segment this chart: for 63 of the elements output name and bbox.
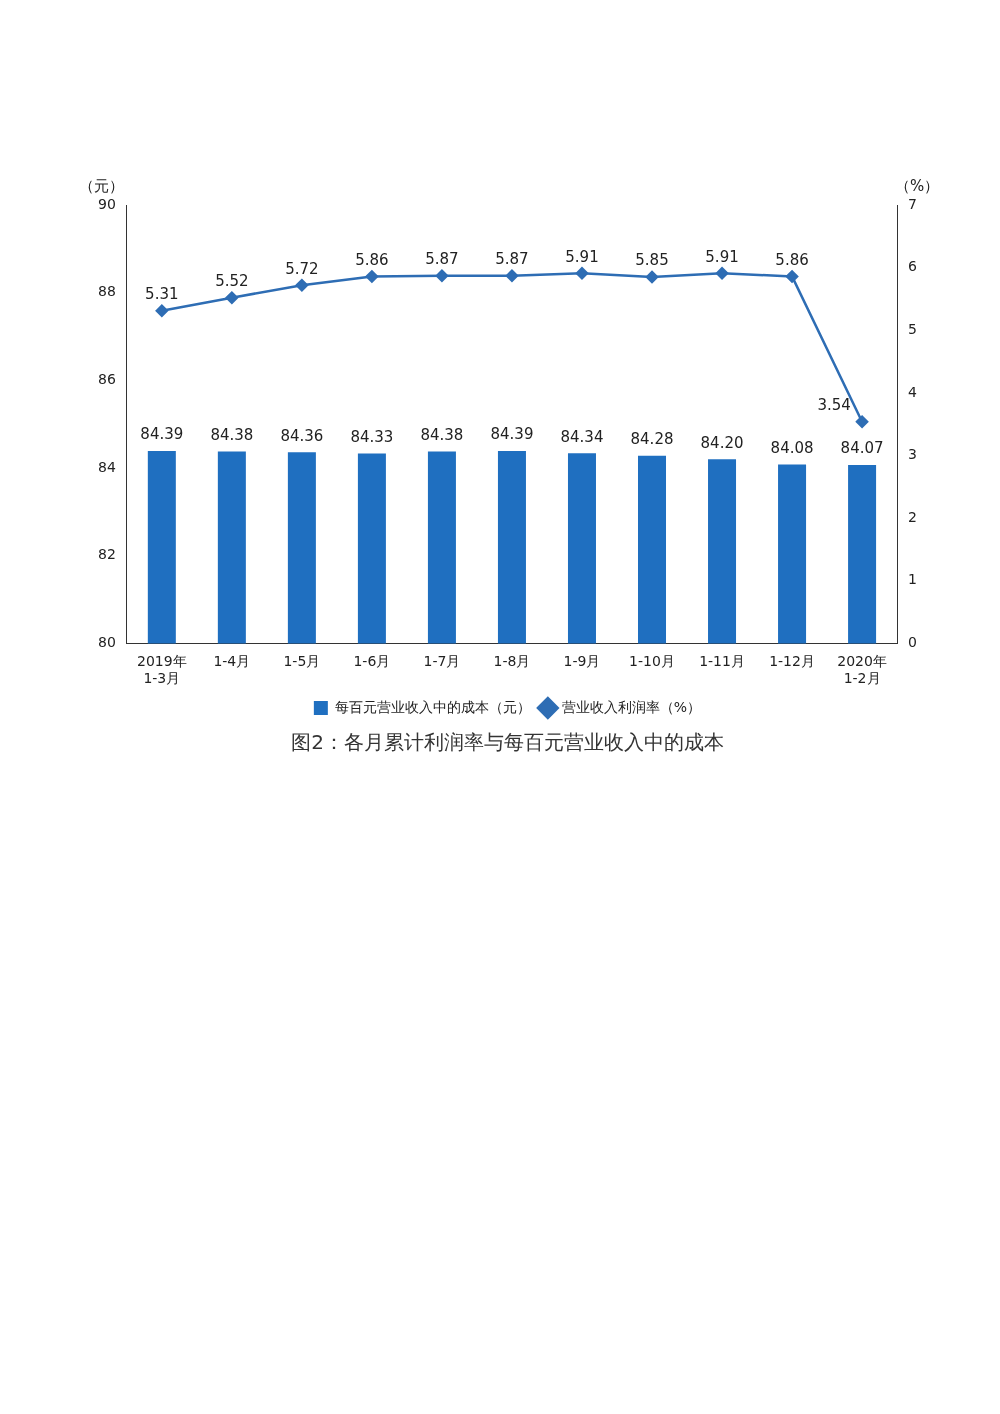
y-axis-title: （元） — [79, 177, 125, 196]
point — [715, 267, 729, 280]
point — [365, 270, 379, 283]
point — [225, 291, 239, 304]
x-tick-label: 1-9月 — [563, 653, 601, 670]
data-label: 5.72 — [285, 259, 319, 278]
y-tick-label: 84 — [97, 458, 116, 475]
x-tick-label: 1-11月 — [699, 653, 745, 670]
x-tick-label: 2020年 1-2月 — [837, 653, 887, 687]
x-tick-label: 1-12月 — [769, 653, 815, 670]
data-label: 84.39 — [140, 425, 184, 444]
data-label: 5.86 — [355, 250, 389, 269]
data-label: 84.07 — [840, 439, 884, 458]
point — [505, 269, 519, 283]
data-label: 84.33 — [350, 427, 394, 446]
y2-tick-label: 2 — [908, 508, 918, 525]
data-label: 5.91 — [565, 247, 599, 266]
y2-axis-title: （%） — [894, 177, 940, 196]
x-tick-label: 1-4月 — [213, 653, 251, 670]
x-tick-label: 1-6月 — [353, 653, 391, 670]
data-label: 84.39 — [490, 425, 534, 444]
x-tick-label: 1-10月 — [629, 653, 675, 670]
y-tick-label: 88 — [97, 283, 116, 300]
x-tick-label: 2019年 1-3月 — [137, 653, 187, 687]
point — [435, 269, 449, 283]
data-label: 3.54 — [817, 396, 851, 415]
y-tick-label: 86 — [97, 371, 116, 387]
y2-tick-label: 7 — [908, 195, 918, 212]
point — [155, 304, 169, 318]
y-tick-label: 82 — [97, 546, 116, 563]
y2-tick-label: 0 — [908, 634, 918, 651]
data-label: 84.20 — [700, 433, 744, 452]
y2-tick-label: 4 — [908, 383, 918, 400]
data-label: 5.31 — [145, 285, 179, 304]
text: 图2：各月累计利润率与每百元营业收入中的成本 — [290, 729, 725, 756]
y-tick-label: 80 — [97, 634, 116, 651]
data-label: 5.87 — [425, 250, 459, 269]
data-label: 5.52 — [215, 272, 249, 291]
point — [575, 267, 589, 280]
point — [645, 270, 659, 284]
x-tick-label: 1-5月 — [283, 653, 321, 670]
point — [295, 278, 309, 292]
data-label: 84.36 — [280, 426, 324, 445]
data-label: 84.38 — [420, 425, 464, 444]
y2-tick-label: 5 — [908, 320, 918, 337]
data-label: 84.28 — [630, 430, 674, 449]
legend-label: 营业收入利润率（%） — [561, 698, 702, 715]
data-label: 5.86 — [775, 250, 809, 269]
x-tick-label: 1-7月 — [423, 653, 461, 670]
x-tick-label: 1-8月 — [493, 653, 531, 670]
point — [855, 415, 869, 428]
point — [785, 270, 799, 283]
data-label: 84.38 — [210, 425, 254, 444]
data-label: 84.34 — [560, 427, 604, 446]
data-label: 5.87 — [495, 250, 529, 269]
data-label: 84.08 — [770, 438, 814, 457]
y-tick-label: 90 — [97, 195, 116, 212]
data-label: 5.85 — [635, 251, 669, 270]
y2-tick-label: 1 — [908, 571, 918, 588]
legend-label: 每百元营业收入中的成本（元） — [334, 698, 531, 715]
y2-tick-label: 6 — [908, 258, 918, 275]
data-label: 5.91 — [705, 247, 739, 266]
y2-tick-label: 3 — [908, 446, 918, 463]
